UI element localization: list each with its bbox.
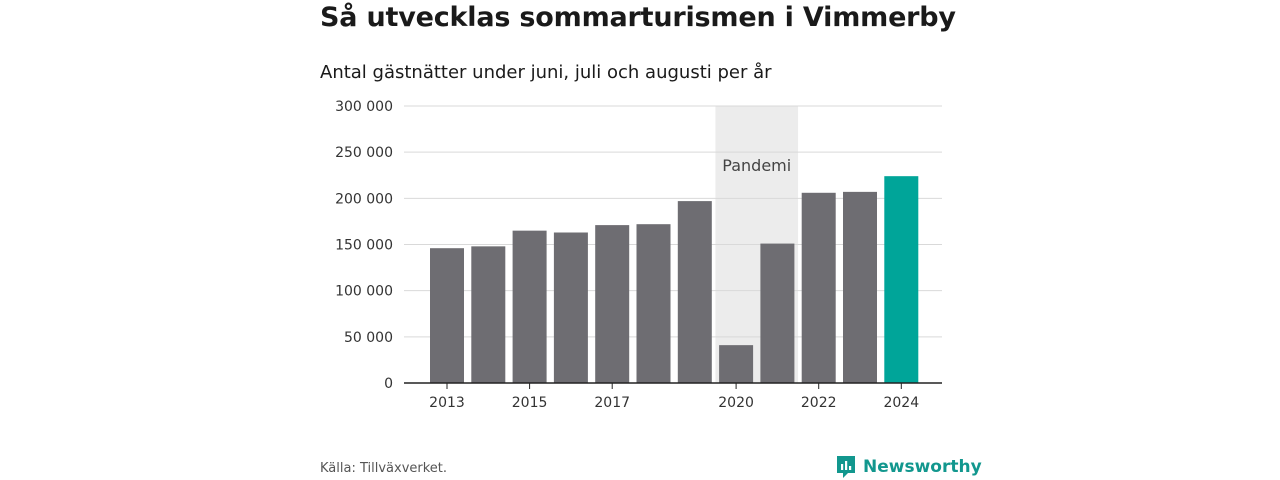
- source-note: Källa: Tillväxverket.: [320, 461, 448, 476]
- bar-2017: [595, 225, 630, 383]
- bar-2022: [801, 192, 836, 383]
- axis-layer: 0 50 000 100 000 150 000 200 000 250 000 300 0…: [335, 99, 942, 411]
- bar-layer: [430, 176, 919, 383]
- y-tick-label: 0: [384, 376, 393, 392]
- y-tick-label: 150 000: [335, 238, 393, 254]
- x-tick-label: 2015: [512, 395, 548, 411]
- brand-name: Newsworthy: [863, 457, 982, 477]
- bar-2016: [553, 232, 588, 383]
- x-tick-label: 2022: [801, 395, 837, 411]
- bar-2021: [760, 243, 795, 383]
- y-tick-label: 100 000: [335, 284, 393, 300]
- y-tick-label: 300 000: [335, 99, 393, 115]
- bar-2020: [719, 345, 754, 383]
- bar-2013: [430, 248, 464, 383]
- bar-2015: [512, 230, 547, 383]
- bar-2024: [884, 176, 919, 383]
- bar-2023: [843, 191, 877, 383]
- chart-subtitle: Antal gästnätter under juni, juli och au…: [320, 62, 772, 83]
- chart-title: Så utvecklas sommarturismen i Vimmerby: [320, 2, 956, 33]
- x-tick-label: 2017: [594, 395, 630, 411]
- y-tick-label: 200 000: [335, 191, 393, 207]
- x-tick-label: 2024: [883, 395, 919, 411]
- newsworthy-logo-icon: [837, 456, 855, 478]
- brand-logo[interactable]: Newsworthy: [835, 455, 982, 479]
- x-tick-label: 2020: [718, 395, 754, 411]
- x-tick-label: 2013: [429, 395, 465, 411]
- bar-2019: [677, 201, 712, 383]
- bar-2018: [636, 224, 671, 383]
- bar-2014: [471, 246, 506, 383]
- pandemic-band-label: Pandemi: [722, 156, 791, 175]
- y-tick-label: 50 000: [344, 330, 393, 346]
- y-tick-label: 250 000: [335, 145, 393, 161]
